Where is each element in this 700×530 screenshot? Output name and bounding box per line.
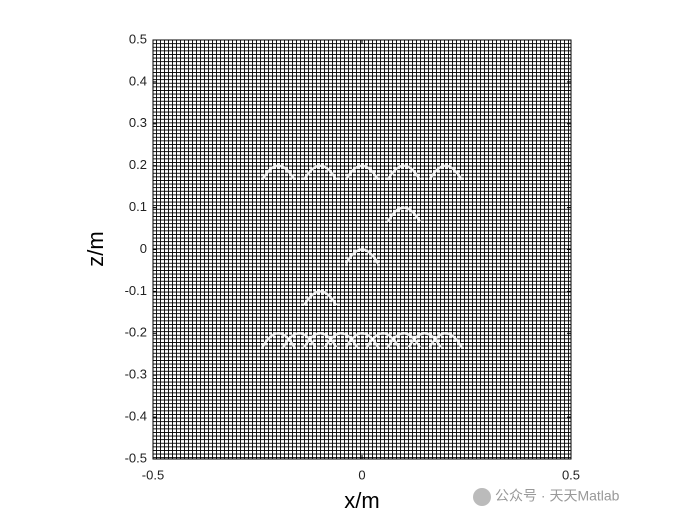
- y-tick-label: 0.2: [129, 157, 147, 172]
- watermark-icon: [473, 488, 491, 506]
- x-tick-label: 0.5: [562, 467, 580, 482]
- y-tick-label: -0.2: [125, 325, 147, 340]
- watermark: 公众号 · 天天Matlab: [495, 488, 620, 504]
- feature-arch: [428, 332, 463, 348]
- y-tick-label: 0.1: [129, 199, 147, 214]
- y-tick-label: 0.3: [129, 115, 147, 130]
- feature-arch: [407, 332, 442, 348]
- y-tick-label: 0.4: [129, 73, 147, 88]
- feature-arch: [282, 332, 317, 348]
- feature-arch: [386, 206, 421, 223]
- x-tick-label: -0.5: [142, 467, 164, 482]
- feature-arch: [344, 332, 380, 348]
- feature-arch: [261, 332, 296, 348]
- y-tick-label: 0.5: [129, 31, 147, 46]
- feature-arch: [386, 332, 421, 348]
- feature-arch: [344, 164, 380, 181]
- feature-arch: [261, 164, 296, 181]
- y-tick-label: -0.1: [125, 283, 147, 298]
- feature-arch: [344, 248, 380, 265]
- feature-arch: [303, 164, 338, 181]
- feature-arch: [324, 332, 359, 348]
- y-tick-label: -0.3: [125, 367, 147, 382]
- feature-arch: [365, 332, 400, 348]
- feature-arch: [303, 332, 338, 348]
- feature-arch: [303, 290, 338, 307]
- feature-arch: [386, 164, 421, 181]
- x-tick-label: 0: [358, 467, 365, 482]
- y-tick-label: -0.5: [125, 450, 147, 465]
- y-axis-label: z/m: [83, 231, 108, 266]
- y-tick-label: -0.4: [125, 409, 147, 424]
- y-tick-label: 0: [140, 241, 147, 256]
- x-axis-label: x/m: [344, 488, 379, 513]
- feature-layer: [261, 164, 463, 348]
- feature-arch: [428, 164, 463, 181]
